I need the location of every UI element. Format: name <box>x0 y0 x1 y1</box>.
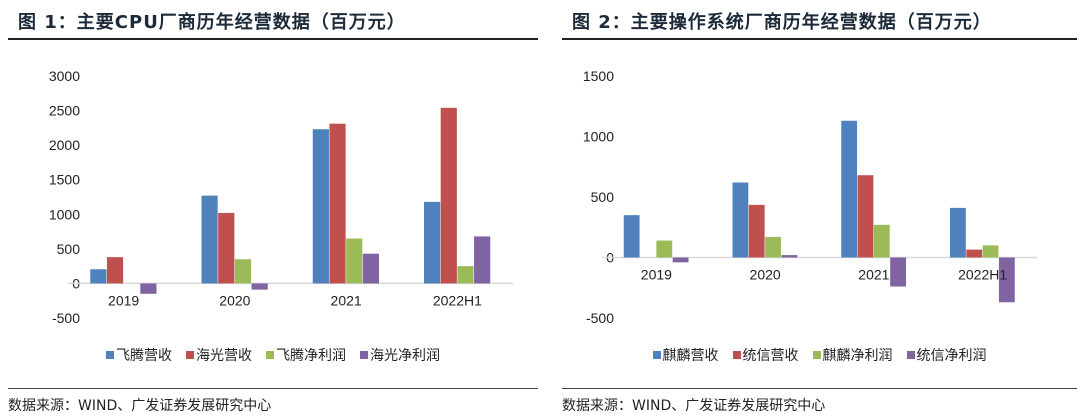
legend-label: 海光营收 <box>196 348 252 364</box>
legend-item: 海光净利润 <box>360 345 440 365</box>
legend-label: 统信营收 <box>742 348 799 364</box>
bar-海光净利润-2020 <box>251 283 268 290</box>
bar-麒麟净利润-2020 <box>765 236 781 258</box>
y-tick-label: -500 <box>52 310 80 326</box>
y-tick-label: 1000 <box>583 129 614 145</box>
legend-swatch-icon <box>186 351 194 359</box>
bar-飞腾净利润-2020 <box>234 259 252 284</box>
bar-统信营收-2021 <box>857 175 874 258</box>
bar-海光营收-2019 <box>106 257 124 284</box>
x-category-label: 2019 <box>641 267 672 283</box>
legend-label: 飞腾营收 <box>116 348 172 364</box>
bar-麒麟营收-2019 <box>623 215 640 258</box>
bar-统信净利润-2022H1 <box>998 257 1015 303</box>
legend-item: 麒麟净利润 <box>812 345 893 365</box>
x-category-label: 2019 <box>108 292 139 308</box>
bar-麒麟营收-2022H1 <box>950 207 966 258</box>
x-category-label: 2020 <box>219 292 250 308</box>
title-divider <box>562 38 1077 40</box>
figure-2: 图 2：主要操作系统厂商历年经营数据（百万元） 1500 1000 500 0 -500… <box>562 0 1077 419</box>
bar-飞腾净利润-2022H1 <box>457 266 474 284</box>
legend-item: 统信净利润 <box>906 345 987 365</box>
bar-海光营收-2022H1 <box>440 107 457 284</box>
legend-swatch-icon <box>812 351 821 359</box>
legend-label: 麒麟净利润 <box>822 348 893 364</box>
bar-海光净利润-2021 <box>362 253 379 284</box>
legend-swatch-icon <box>106 351 114 359</box>
chart-legend: 麒麟营收 统信营收 麒麟净利润 统信净利润 <box>562 345 1077 365</box>
y-tick-label: -500 <box>586 310 614 326</box>
y-tick-label: 3000 <box>49 68 80 84</box>
bar-飞腾营收-2019 <box>90 269 107 284</box>
legend-label: 麒麟营收 <box>662 348 719 364</box>
x-category-label: 2020 <box>750 267 781 283</box>
bar-飞腾营收-2021 <box>312 129 329 284</box>
chart-legend: 飞腾营收 海光营收 飞腾净利润 海光净利润 <box>8 345 538 365</box>
bar-海光营收-2020 <box>218 212 235 284</box>
x-category-label: 2021 <box>858 267 889 283</box>
bar-海光净利润-2019 <box>140 283 157 294</box>
legend-item: 麒麟营收 <box>652 345 719 365</box>
bar-麒麟净利润-2019 <box>656 240 673 258</box>
x-category-label: 2021 <box>331 292 362 308</box>
legend-swatch-icon <box>266 351 274 359</box>
bar-海光营收-2021 <box>329 123 346 284</box>
data-source: 数据来源：WIND、广发证券发展研究中心 <box>562 398 826 414</box>
bar-统信净利润-2019 <box>672 257 689 263</box>
y-tick-label: 1500 <box>583 68 614 84</box>
data-source: 数据来源：WIND、广发证券发展研究中心 <box>8 398 272 414</box>
title-divider <box>8 38 538 40</box>
y-tick-label: 1500 <box>49 172 80 188</box>
source-divider <box>562 388 1077 389</box>
legend-swatch-icon <box>906 351 915 359</box>
bar-麒麟净利润-2021 <box>873 224 890 258</box>
bar-统信营收-2022H1 <box>966 249 983 258</box>
y-tick-label: 500 <box>57 241 81 257</box>
legend-item: 海光营收 <box>186 345 252 365</box>
bar-麒麟营收-2020 <box>732 182 749 258</box>
legend-item: 统信营收 <box>732 345 799 365</box>
y-tick-label: 500 <box>591 189 615 205</box>
source-divider <box>8 388 538 389</box>
legend-item: 飞腾净利润 <box>266 345 346 365</box>
legend-label: 海光净利润 <box>370 348 440 364</box>
x-category-label: 2022H1 <box>958 267 1007 283</box>
bar-飞腾营收-2022H1 <box>424 201 441 284</box>
bar-飞腾净利润-2021 <box>346 238 363 284</box>
bar-统信营收-2020 <box>748 204 765 258</box>
legend-swatch-icon <box>732 351 741 359</box>
x-category-label: 2022H1 <box>433 292 482 308</box>
y-tick-label: 2000 <box>49 137 80 153</box>
y-tick-label: 2500 <box>49 103 80 119</box>
bar-飞腾营收-2020 <box>201 195 218 284</box>
figure-1: 图 1：主要CPU厂商历年经营数据（百万元） 3000 2500 2000 1500 1… <box>8 0 538 419</box>
legend-item: 飞腾营收 <box>106 345 172 365</box>
bar-统信净利润-2020 <box>781 255 798 258</box>
figure-2-title: 图 2：主要操作系统厂商历年经营数据（百万元） <box>572 12 992 33</box>
bar-麒麟净利润-2022H1 <box>982 245 999 258</box>
y-tick-label: 1000 <box>49 206 80 222</box>
legend-swatch-icon <box>360 351 368 359</box>
legend-swatch-icon <box>652 351 661 359</box>
bar-统信净利润-2021 <box>890 257 906 287</box>
bar-麒麟营收-2021 <box>841 120 858 258</box>
bar-海光净利润-2022H1 <box>474 236 491 284</box>
legend-label: 飞腾净利润 <box>276 348 346 364</box>
figure-1-title: 图 1：主要CPU厂商历年经营数据（百万元） <box>18 12 406 33</box>
legend-label: 统信净利润 <box>916 348 987 364</box>
